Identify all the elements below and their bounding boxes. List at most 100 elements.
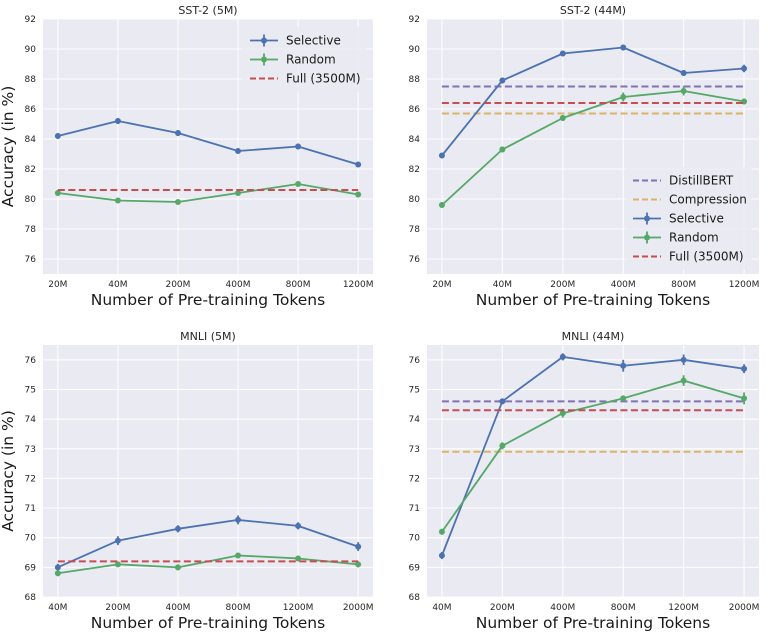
y-tick-label: 72 <box>409 474 420 484</box>
y-tick-label: 76 <box>409 255 421 265</box>
x-tick-label: 2000M <box>729 603 760 613</box>
legend-label: Selective <box>286 34 341 48</box>
chart-panel-1: 76 78 80 82 84 86 88 90 92 20M 40M 200M 400M 800M 1200… <box>0 4 373 309</box>
data-point <box>355 161 362 168</box>
legend-label: Random <box>669 231 719 245</box>
data-point <box>54 133 61 139</box>
data-point <box>499 146 506 153</box>
legend-swatch-marker <box>261 56 267 63</box>
data-point <box>295 555 302 562</box>
plot-area <box>43 345 373 597</box>
y-tick-label: 72 <box>25 474 36 484</box>
series-line-random <box>441 90 745 206</box>
data-point <box>114 118 121 124</box>
y-tick-label: 70 <box>409 534 421 544</box>
x-tick-label: 1200M <box>283 603 314 613</box>
x-tick-label: 800M <box>611 603 636 613</box>
y-tick-label: 69 <box>25 563 37 573</box>
legend-label: Selective <box>669 212 724 226</box>
x-tick-label: 40M <box>48 603 67 613</box>
data-point <box>620 44 627 51</box>
series-line-selective <box>441 355 745 556</box>
y-tick-label: 76 <box>25 356 37 366</box>
data-point <box>355 561 362 568</box>
y-tick-label: 78 <box>25 225 37 235</box>
chart-title: SST-2 (44M) <box>560 4 626 17</box>
y-tick-label: 84 <box>409 135 421 145</box>
data-point <box>235 516 242 523</box>
x-tick-label: 800M <box>226 603 251 613</box>
y-tick-label: 92 <box>409 15 420 25</box>
chart-title: MNLI (5M) <box>180 330 236 343</box>
data-point <box>499 77 506 84</box>
x-tick-label: 40M <box>432 603 451 613</box>
legend-item-random: Random <box>633 231 719 245</box>
series-line-random <box>57 183 359 203</box>
legend-item-compression: Compression <box>633 193 747 207</box>
data-point <box>559 353 566 360</box>
series-line-selective <box>57 519 359 569</box>
y-tick-label: 82 <box>25 165 36 175</box>
x-axis-label: Number of Pre-training Tokens <box>476 291 710 309</box>
legend-swatch-marker <box>261 37 267 44</box>
data-point <box>174 525 181 532</box>
data-point <box>54 564 61 571</box>
y-axis-label: Accuracy (in %) <box>0 410 17 532</box>
chart-panel-4: 68 69 70 71 72 73 74 75 76 40M 200M 400M 800M 1200M 20… <box>409 330 760 632</box>
data-point <box>295 143 302 150</box>
x-tick-label: 40M <box>108 280 127 290</box>
y-tick-label: 88 <box>409 75 421 85</box>
y-tick-label: 68 <box>25 593 37 603</box>
y-tick-label: 92 <box>25 15 36 25</box>
legend-box <box>625 167 752 270</box>
legend-box <box>242 27 366 92</box>
series-random <box>54 181 362 205</box>
series-selective <box>54 118 362 168</box>
x-tick-label: 400M <box>226 280 251 290</box>
y-tick-label: 80 <box>25 195 37 205</box>
y-tick-label: 86 <box>409 105 421 115</box>
data-point <box>499 398 506 405</box>
y-tick-label: 84 <box>25 135 37 145</box>
y-tick-label: 90 <box>409 45 421 55</box>
data-point <box>174 199 181 205</box>
data-point <box>499 442 506 449</box>
y-tick-label: 71 <box>25 504 36 514</box>
legend-item-full-3500m: Full (3500M) <box>633 250 744 264</box>
data-point <box>235 190 242 196</box>
series-line-selective <box>441 46 745 157</box>
x-tick-label: 400M <box>165 603 190 613</box>
data-point <box>438 152 445 159</box>
data-point <box>174 564 181 571</box>
data-point <box>741 365 748 372</box>
y-axis-label: Accuracy (in %) <box>0 86 17 208</box>
data-point <box>114 537 121 544</box>
data-point <box>54 570 61 577</box>
series-random <box>438 86 748 208</box>
x-tick-label: 800M <box>671 280 696 290</box>
data-point <box>680 70 687 76</box>
legend-label: Full (3500M) <box>286 72 361 86</box>
y-tick-label: 69 <box>409 563 421 573</box>
plot-area <box>427 345 759 597</box>
data-point <box>235 148 242 154</box>
data-point <box>559 115 566 121</box>
legend: DistillBERT Compression Selective Random Ful… <box>625 167 752 270</box>
series-line-selective <box>57 120 359 166</box>
x-tick-label: 1200M <box>729 280 760 290</box>
chart-title: SST-2 (5M) <box>178 4 237 17</box>
data-point <box>438 528 445 535</box>
series-random <box>438 375 748 535</box>
y-tick-label: 90 <box>25 45 37 55</box>
legend-item-full-3500m: Full (3500M) <box>250 72 361 86</box>
data-point <box>559 410 566 417</box>
data-point <box>680 88 687 94</box>
x-axis-label: Number of Pre-training Tokens <box>91 614 325 632</box>
data-point <box>559 50 566 57</box>
chart-panel-2: 76 78 80 82 84 86 88 90 92 20M 40M 200M 400M 800M 1200… <box>409 4 760 309</box>
x-tick-label: 200M <box>165 280 190 290</box>
data-point <box>235 552 242 559</box>
x-tick-label: 1200M <box>668 603 699 613</box>
y-tick-label: 68 <box>409 593 421 603</box>
